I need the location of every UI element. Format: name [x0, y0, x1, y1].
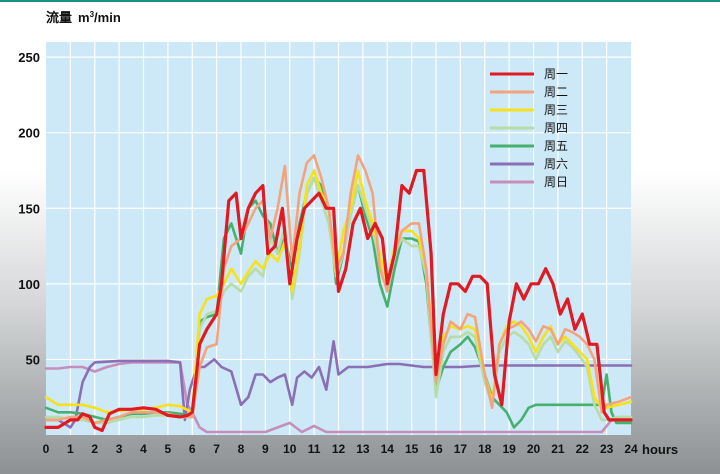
y-axis-label-unit-rest: /min: [94, 10, 121, 25]
x-tick-24: 24: [624, 442, 638, 456]
x-tick-23: 23: [600, 442, 614, 456]
y-tick-50: 50: [26, 352, 40, 367]
x-axis-label: hours: [642, 442, 678, 457]
x-tick-7: 7: [213, 442, 220, 456]
x-tick-4: 4: [140, 442, 147, 456]
x-tick-17: 17: [454, 442, 468, 456]
legend-label-3: 周三: [544, 103, 568, 117]
x-tick-10: 10: [283, 442, 297, 456]
x-tick-15: 15: [405, 442, 419, 456]
x-tick-14: 14: [381, 442, 395, 456]
x-tick-6: 6: [189, 442, 196, 456]
legend-label-5: 周五: [544, 139, 568, 153]
y-tick-250: 250: [18, 50, 40, 65]
series-line-1: [44, 168, 633, 433]
x-tick-5: 5: [165, 442, 172, 456]
x-tick-labels: 0 1 2 3 4 5 6 7 8 9 10 11 12 13 14 15 16 17 18 19 20 21 22 23 24: [43, 442, 638, 456]
x-tick-13: 13: [356, 442, 370, 456]
x-tick-20: 20: [527, 442, 541, 456]
x-tick-19: 19: [502, 442, 516, 456]
y-tick-labels: 50 100 150 200 250: [18, 50, 40, 367]
x-tick-12: 12: [332, 442, 346, 456]
y-tick-100: 100: [18, 277, 40, 292]
x-tick-3: 3: [116, 442, 123, 456]
x-tick-1: 1: [67, 442, 74, 456]
y-axis-label: 流量 m3/min: [46, 10, 121, 25]
y-tick-150: 150: [18, 201, 40, 216]
y-axis-label-unit-sup: 3: [90, 10, 95, 19]
x-tick-11: 11: [308, 442, 321, 456]
series-line-3: [44, 169, 633, 414]
series-line-7: [44, 361, 633, 434]
x-tick-16: 16: [429, 442, 443, 456]
x-tick-21: 21: [551, 442, 565, 456]
top-rule: [0, 0, 720, 2]
legend-label-1: 周一: [544, 67, 568, 81]
y-axis-label-unit-base: m: [78, 10, 90, 25]
legend-label-6: 周六: [544, 157, 568, 171]
x-tick-9: 9: [262, 442, 269, 456]
x-tick-22: 22: [576, 442, 590, 456]
x-tick-18: 18: [478, 442, 492, 456]
x-tick-2: 2: [91, 442, 98, 456]
x-tick-8: 8: [238, 442, 245, 456]
legend-label-4: 周四: [544, 121, 568, 135]
legend-label-2: 周二: [544, 85, 568, 99]
grid: [46, 42, 631, 435]
legend-label-7: 周日: [544, 175, 568, 189]
series-lines: [44, 154, 633, 434]
y-tick-200: 200: [18, 126, 40, 141]
x-tick-0: 0: [43, 442, 50, 456]
y-axis-label-main: 流量: [46, 10, 72, 25]
